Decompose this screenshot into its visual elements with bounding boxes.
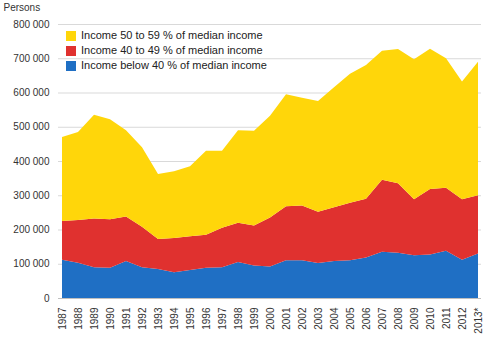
svg-text:2000: 2000 (265, 307, 276, 330)
svg-text:300 000: 300 000 (13, 190, 50, 201)
svg-text:2006: 2006 (361, 307, 372, 330)
svg-text:2002: 2002 (297, 307, 308, 330)
svg-text:2004: 2004 (329, 307, 340, 330)
svg-text:1999: 1999 (249, 307, 260, 330)
svg-text:1998: 1998 (233, 307, 244, 330)
svg-text:1994: 1994 (169, 307, 180, 330)
svg-text:500 000: 500 000 (13, 121, 50, 132)
html-text:Income below 40 % of median in: Income below 40 % of median income (81, 59, 267, 71)
svg-text:2013*: 2013* (473, 307, 484, 333)
svg-text:700 000: 700 000 (13, 53, 50, 64)
svg-text:100 000: 100 000 (13, 258, 50, 269)
svg-text:2009: 2009 (409, 307, 420, 330)
svg-text:1988: 1988 (73, 307, 84, 330)
svg-text:800 000: 800 000 (13, 19, 50, 30)
html-text:Income 40 to 49 % of median in: Income 40 to 49 % of median income (81, 44, 263, 56)
svg-text:2001: 2001 (281, 307, 292, 330)
svg-text:600 000: 600 000 (13, 87, 50, 98)
svg-text:2011: 2011 (441, 307, 452, 329)
svg-text:1990: 1990 (105, 307, 116, 330)
svg-text:1991: 1991 (121, 307, 132, 330)
svg-text:200 000: 200 000 (13, 224, 50, 235)
svg-text:2007: 2007 (377, 307, 388, 330)
html-text:Income 50 to 59 % of median in: Income 50 to 59 % of median income (81, 29, 263, 41)
svg-text:2003: 2003 (313, 307, 324, 330)
svg-text:1993: 1993 (153, 307, 164, 330)
svg-text:1996: 1996 (201, 307, 212, 330)
svg-text:Persons: Persons (4, 2, 41, 13)
svg-text:2010: 2010 (425, 307, 436, 330)
svg-text:0: 0 (44, 293, 50, 304)
svg-text:2008: 2008 (393, 307, 404, 330)
svg-text:1992: 1992 (137, 307, 148, 330)
svg-text:1995: 1995 (185, 307, 196, 330)
svg-text:1989: 1989 (89, 307, 100, 330)
svg-text:2012: 2012 (457, 307, 468, 330)
svg-text:1987: 1987 (57, 307, 68, 330)
svg-text:2005: 2005 (345, 307, 356, 330)
svg-text:1997: 1997 (217, 307, 228, 330)
svg-text:400 000: 400 000 (13, 156, 50, 167)
